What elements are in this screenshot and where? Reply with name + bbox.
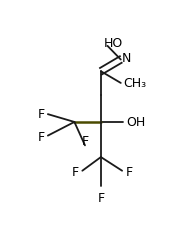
Text: HO: HO bbox=[104, 37, 123, 50]
Text: F: F bbox=[37, 107, 45, 120]
Text: F: F bbox=[37, 131, 45, 144]
Text: N: N bbox=[121, 52, 131, 65]
Text: F: F bbox=[72, 165, 79, 178]
Text: CH₃: CH₃ bbox=[123, 77, 147, 90]
Text: F: F bbox=[125, 165, 133, 178]
Text: F: F bbox=[97, 191, 104, 204]
Text: F: F bbox=[82, 134, 89, 147]
Text: OH: OH bbox=[126, 116, 145, 129]
